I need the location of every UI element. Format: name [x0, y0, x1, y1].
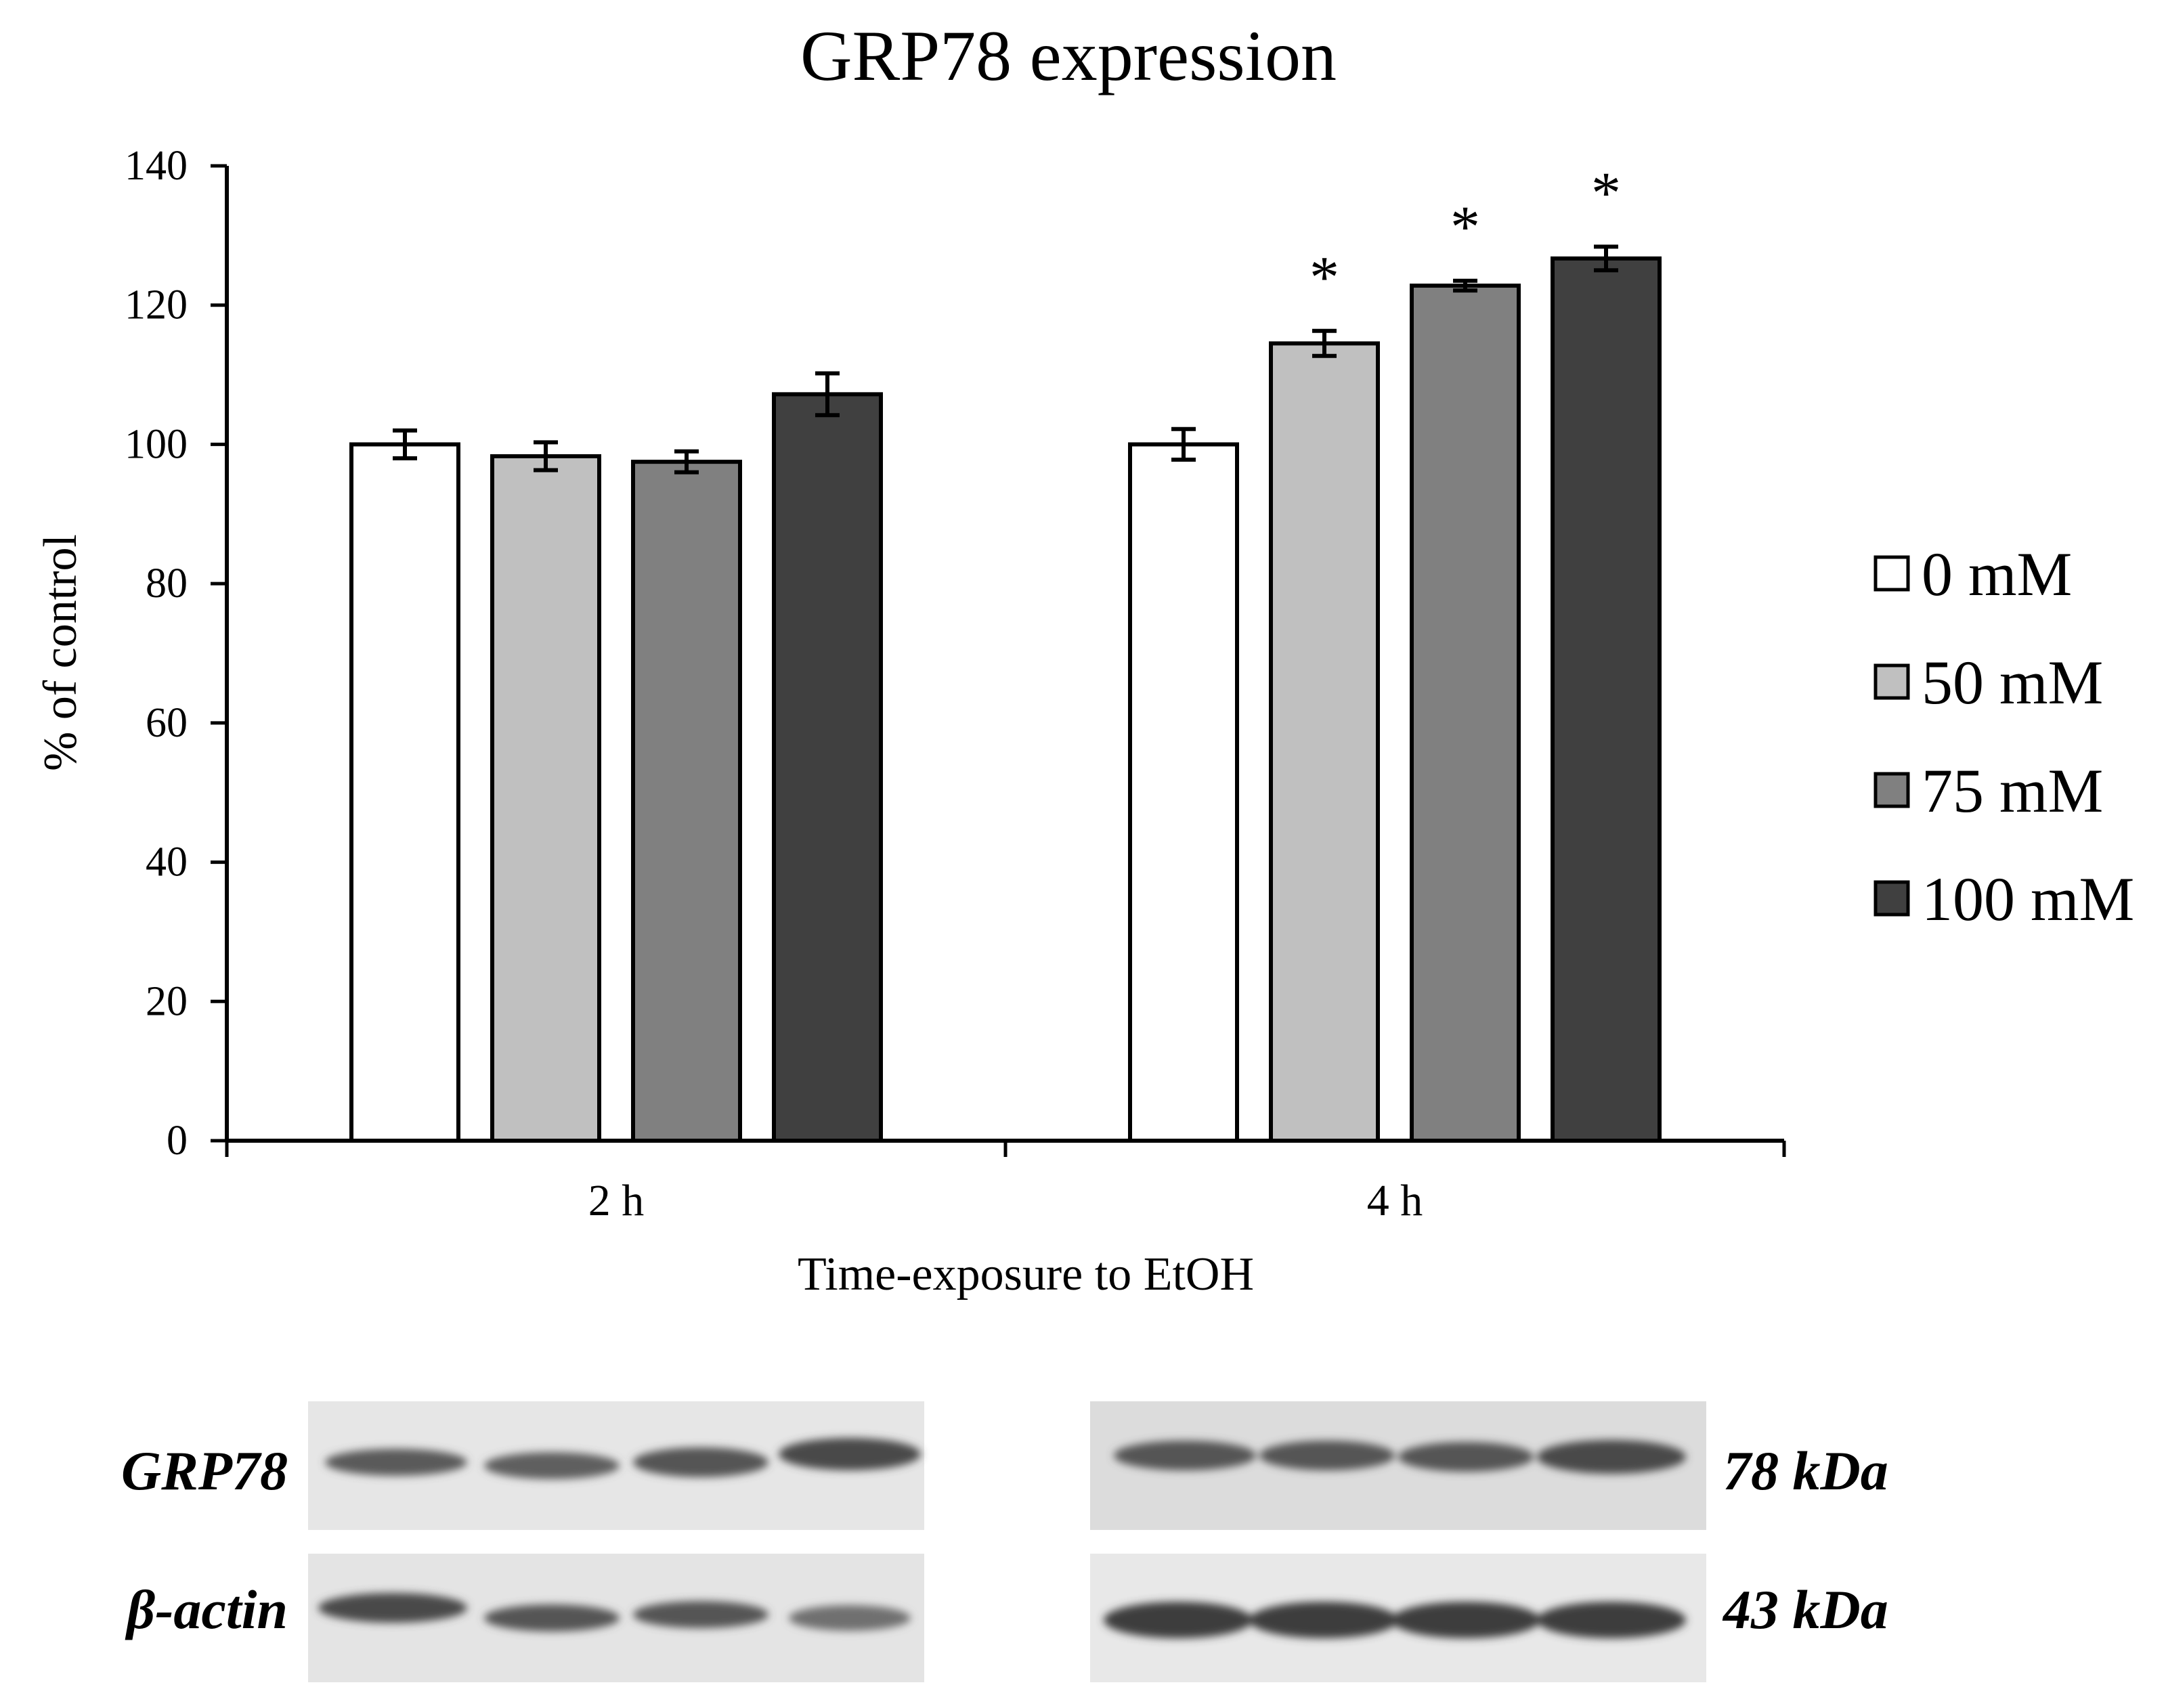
significance-marker: *: [1309, 245, 1339, 311]
y-axis-title: % of control: [35, 534, 87, 771]
y-tick-label: 0: [167, 1118, 188, 1164]
blot-band: [484, 1452, 620, 1479]
chart-title: GRP78 expression: [800, 16, 1337, 95]
blot-band: [1537, 1440, 1686, 1474]
blot-band: [1391, 1602, 1540, 1638]
legend-label: 50 mM: [1922, 648, 2103, 717]
bar: [1551, 256, 1662, 1143]
legend-swatch: [1873, 772, 1910, 808]
x-axis-title: Time-exposure to EtOH: [798, 1248, 1254, 1300]
blot-band: [484, 1604, 620, 1632]
bar: [1410, 283, 1521, 1143]
legend-swatch: [1873, 663, 1910, 700]
error-bars: [393, 244, 1618, 475]
y-tick-label: 120: [125, 282, 188, 328]
y-tick-label: 20: [146, 978, 188, 1024]
legend-swatch: [1873, 555, 1910, 592]
legend-swatch: [1873, 880, 1910, 917]
blot-band: [633, 1447, 768, 1477]
blot-band: [1249, 1602, 1398, 1638]
blot-band: [1537, 1602, 1686, 1638]
bar: [490, 454, 601, 1143]
y-tick-label: 60: [146, 700, 188, 746]
legend-label: 100 mM: [1922, 864, 2134, 934]
legend-label: 0 mM: [1922, 540, 2072, 609]
significance-markers: * * *: [1309, 160, 1621, 310]
blot-band: [318, 1593, 467, 1623]
blot-band: [633, 1601, 768, 1628]
y-tick-label: 80: [146, 561, 188, 607]
blot-mw-label-actin: 43 kDa: [1722, 1579, 1888, 1640]
y-axis: 0 20 40 60 80 100 120 140: [125, 143, 229, 1164]
western-blot: GRP78 β-actin 78 kDa 43 kDa: [121, 1401, 1888, 1682]
y-tick-label: 100: [125, 421, 188, 467]
x-category-label: 2 h: [588, 1176, 645, 1225]
blot-band: [779, 1438, 921, 1470]
significance-marker: *: [1591, 160, 1621, 226]
blot-band: [1104, 1602, 1253, 1638]
blot-band: [789, 1605, 911, 1631]
legend-label: 75 mM: [1922, 756, 2103, 825]
blot-row-label-grp78: GRP78: [121, 1440, 288, 1502]
bar: [631, 460, 742, 1143]
blot-band: [325, 1449, 467, 1476]
bars: [349, 256, 1662, 1143]
bar: [772, 392, 883, 1143]
blot-band: [1259, 1441, 1395, 1470]
x-category-label: 4 h: [1367, 1176, 1423, 1225]
blot-mw-label-grp78: 78 kDa: [1723, 1440, 1888, 1502]
bar: [1128, 442, 1239, 1143]
significance-marker: *: [1450, 195, 1480, 261]
bar: [1269, 341, 1380, 1143]
blot-band: [1114, 1441, 1256, 1470]
y-tick-label: 40: [146, 839, 188, 885]
blot-row-label-actin: β-actin: [125, 1579, 288, 1640]
blot-band: [1398, 1442, 1534, 1472]
legend: 0 mM 50 mM 75 mM 100 mM: [1873, 540, 2134, 934]
x-axis: 2 h 4 h: [225, 1139, 1786, 1225]
y-tick-label: 140: [125, 143, 188, 189]
bar: [349, 442, 460, 1143]
